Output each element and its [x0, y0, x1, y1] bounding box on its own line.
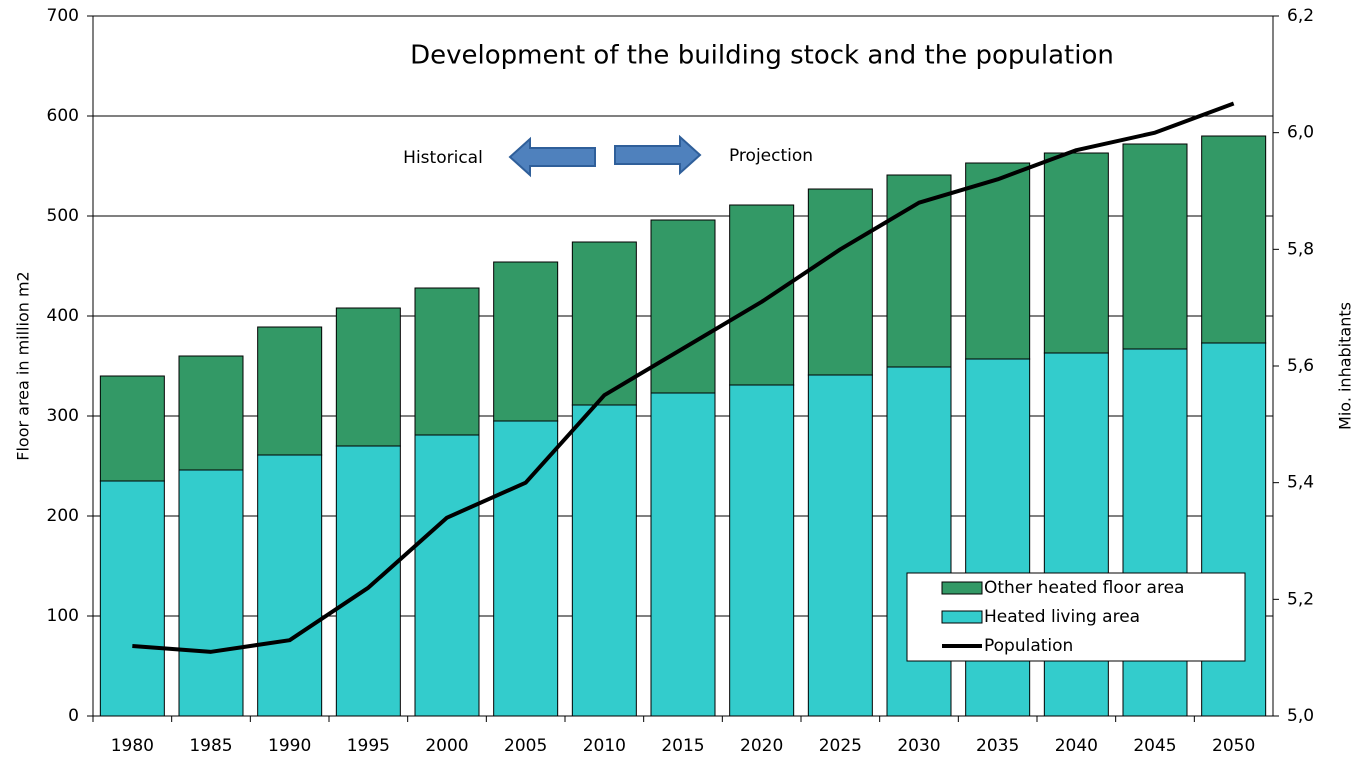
x-tick-label: 2010	[583, 736, 626, 756]
bar	[807, 374, 873, 717]
bar	[257, 454, 323, 717]
bar	[335, 307, 401, 447]
bar	[1122, 143, 1188, 350]
legend: Other heated floor area Heated living are…	[906, 572, 1246, 662]
bar	[414, 434, 480, 717]
legend-swatch	[941, 610, 983, 624]
plot-border	[92, 15, 1274, 717]
x-tick-label: 2000	[425, 736, 468, 756]
x-tick-label: 2030	[897, 736, 940, 756]
x-tick-label: 1995	[347, 736, 390, 756]
legend-label: Population	[984, 636, 1073, 656]
y-tick-label: 500	[47, 206, 79, 226]
x-tick-label: 1980	[111, 736, 154, 756]
bar	[807, 188, 873, 376]
x-tick-label: 2020	[740, 736, 783, 756]
bar	[257, 326, 323, 456]
y2-tick-label: 6,2	[1287, 6, 1314, 26]
y-tick-label: 200	[47, 506, 79, 526]
bar	[99, 480, 165, 717]
bar	[965, 358, 1031, 717]
bar	[493, 261, 559, 422]
x-tick-label: 2045	[1133, 736, 1176, 756]
y-tick-label: 100	[47, 606, 79, 626]
x-tick-label: 1985	[189, 736, 232, 756]
bar	[965, 162, 1031, 360]
bar	[178, 469, 244, 717]
bar	[650, 392, 716, 717]
x-tick-label: 1990	[268, 736, 311, 756]
bar	[178, 355, 244, 471]
bar	[1043, 152, 1109, 354]
y2-tick-label: 5,8	[1287, 239, 1314, 259]
bar	[729, 384, 795, 717]
y-tick-label: 600	[47, 106, 79, 126]
annotation: Historical	[403, 148, 483, 168]
y2-tick-label: 5,6	[1287, 356, 1314, 376]
x-tick-label: 2050	[1212, 736, 1255, 756]
bar	[493, 420, 559, 717]
legend-label: Other heated floor area	[984, 578, 1184, 598]
bar	[414, 287, 480, 436]
legend-label: Heated living area	[984, 607, 1140, 627]
y2-tick-label: 5,2	[1287, 589, 1314, 609]
legend-swatch	[941, 581, 983, 595]
y-tick-label: 300	[47, 406, 79, 426]
bar	[886, 174, 952, 368]
y2-tick-label: 5,4	[1287, 473, 1314, 493]
x-tick-label: 2040	[1055, 736, 1098, 756]
bar	[99, 375, 165, 482]
y-tick-label: 700	[47, 6, 79, 26]
arrow-left	[508, 136, 596, 178]
line	[132, 101, 1235, 654]
y2-tick-label: 5,0	[1287, 706, 1314, 726]
bar	[650, 219, 716, 394]
annotation: Projection	[729, 146, 813, 166]
bar	[571, 241, 637, 406]
y-tick-label: 400	[47, 306, 79, 326]
chart-title: Development of the building stock and th…	[410, 41, 1114, 71]
bar	[571, 404, 637, 717]
arrow-right	[614, 134, 702, 176]
bar	[335, 445, 401, 717]
x-tick-label: 2035	[976, 736, 1019, 756]
bar	[1043, 352, 1109, 717]
y2-tick-label: 6,0	[1287, 123, 1314, 143]
y-axis-label: Floor area in million m2	[14, 271, 33, 460]
y2-axis-label: Mio. inhabitants	[1336, 302, 1355, 430]
x-tick-label: 2005	[504, 736, 547, 756]
bar	[886, 366, 952, 717]
x-tick-label: 2025	[819, 736, 862, 756]
bar	[729, 204, 795, 386]
bar	[1201, 135, 1267, 344]
y-tick-label: 0	[68, 706, 79, 726]
x-tick-label: 2015	[661, 736, 704, 756]
